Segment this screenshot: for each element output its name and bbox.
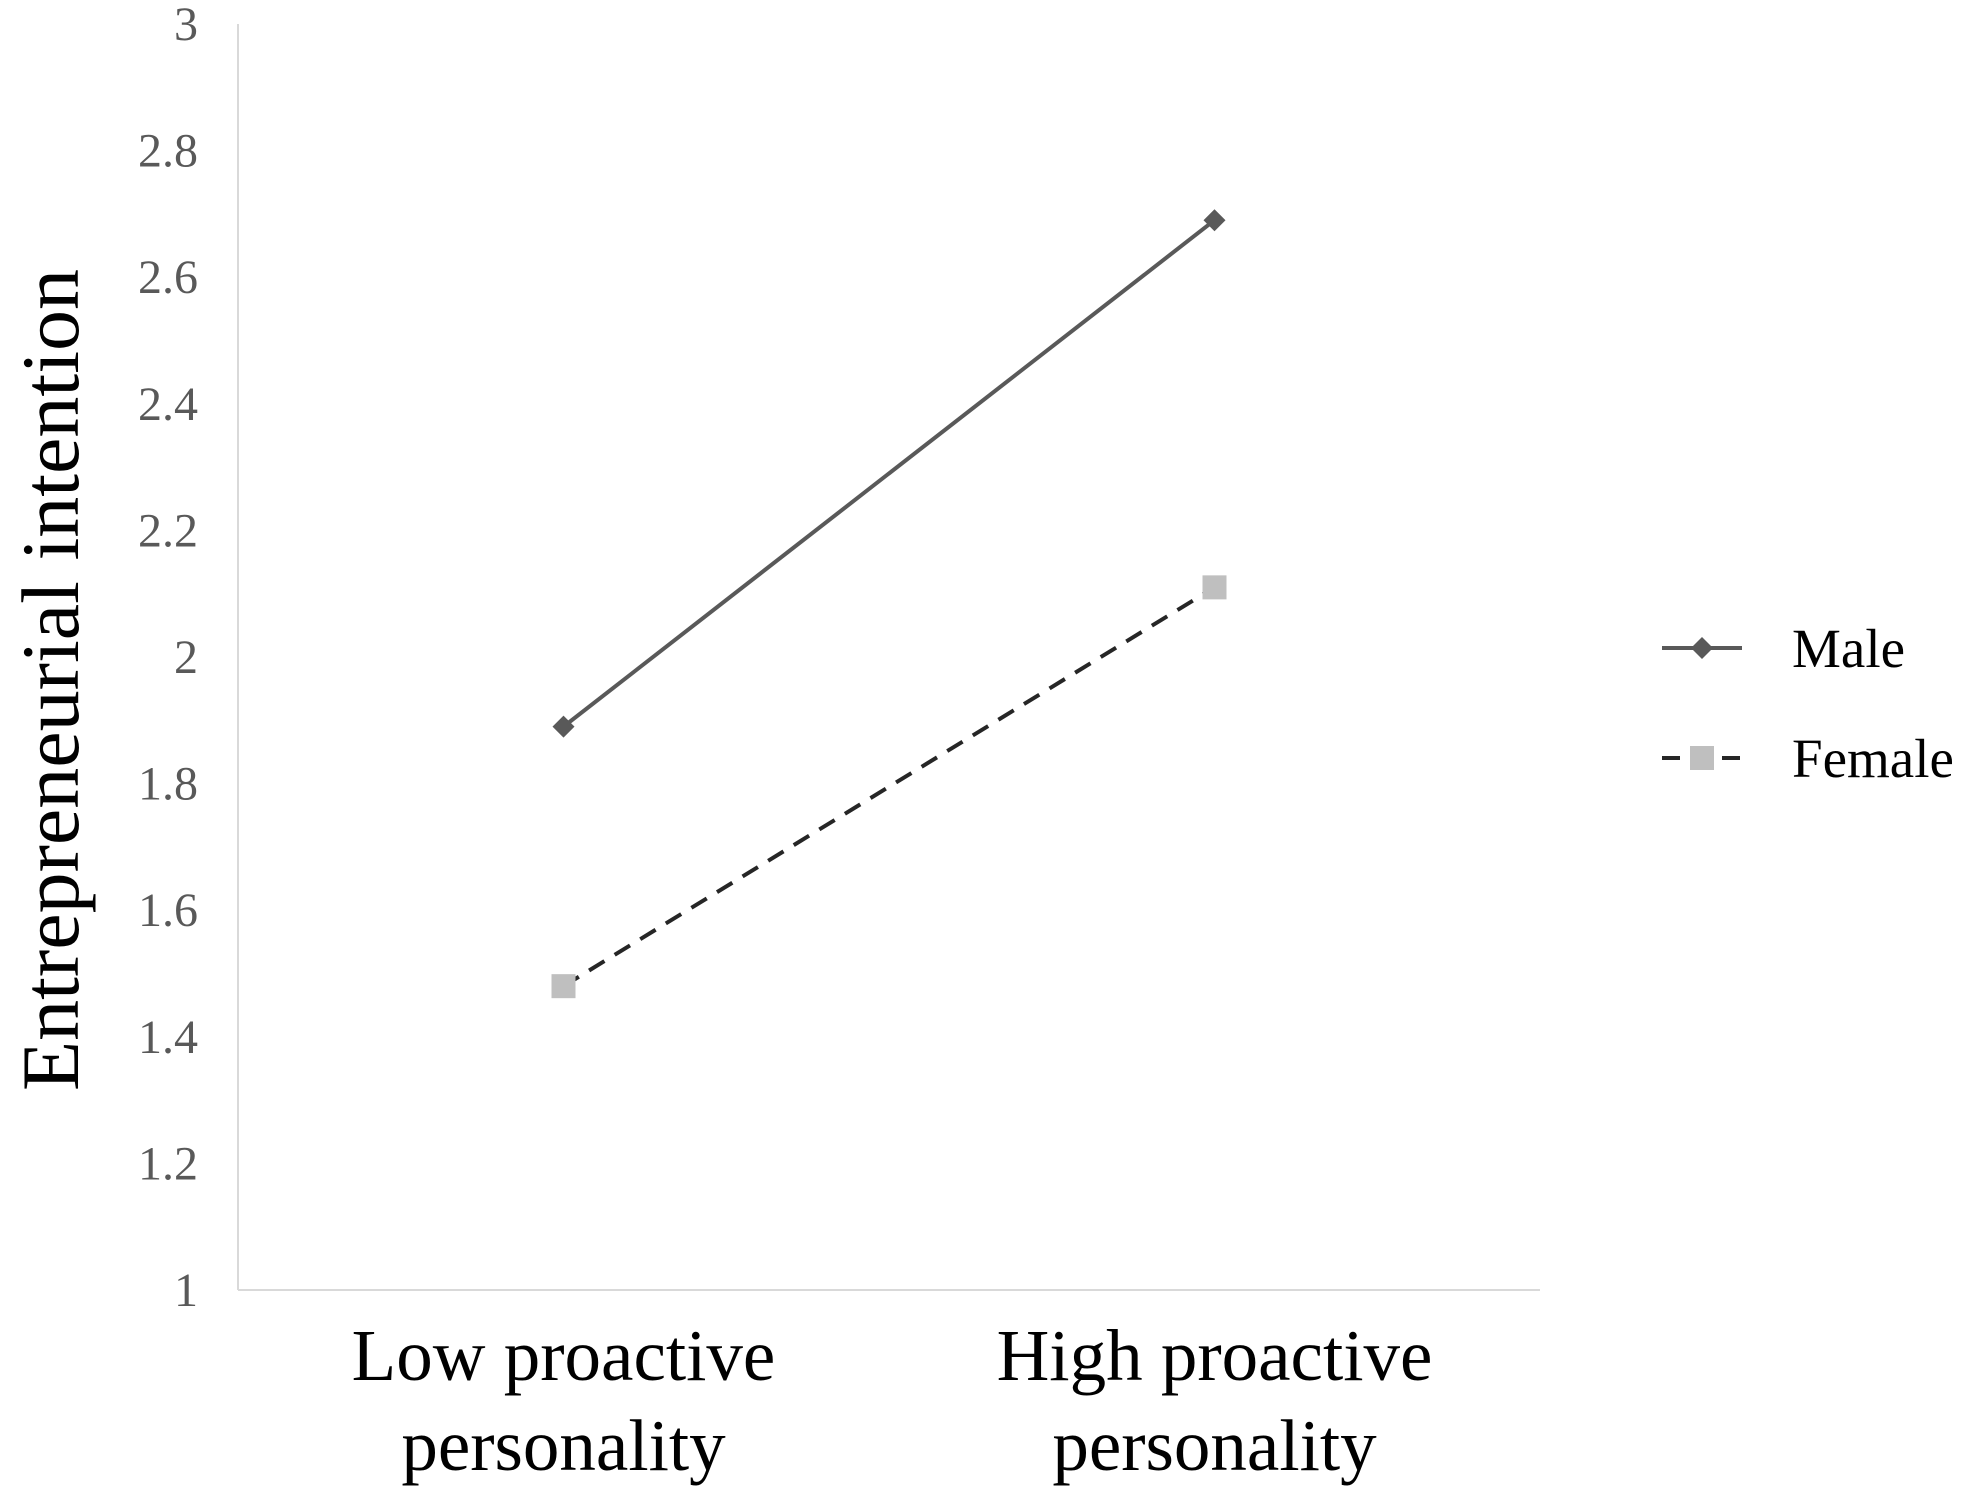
data-point-marker [1690,746,1714,770]
y-tick-label: 1 [174,1264,198,1317]
legend: Male Female [1662,618,1954,789]
y-tick-label: 2.4 [138,378,198,431]
x-tick-label: personality [1052,1405,1377,1486]
x-tick-label: Low proactive [352,1315,776,1396]
series-male [552,209,1226,738]
data-point-marker [1202,575,1227,600]
y-tick-label: 3 [174,0,198,51]
legend-item-female: Female [1662,728,1954,789]
series-line [562,218,1216,729]
legend-label: Male [1792,618,1905,679]
series-line [562,585,1216,988]
y-tick-label: 1.6 [138,884,198,937]
y-tick-label: 2.8 [138,125,198,178]
legend-item-male: Male [1662,618,1905,679]
axes: 1 1.2 1.4 1.6 1.8 2 2.2 2.4 2.6 2.8 3 Low proactive… [5,0,1540,1486]
y-tick-label: 2.6 [138,251,198,304]
y-tick-label: 1.4 [138,1011,198,1064]
data-point-marker [1203,209,1226,232]
x-tick-label: High proactive [997,1315,1433,1396]
series-female [551,575,1227,999]
data-point-marker [552,715,575,738]
series-layer [551,209,1227,999]
y-tick-label: 1.2 [138,1137,198,1190]
y-tick-label: 2 [174,631,198,684]
data-point-marker [551,974,576,999]
y-tick-label: 2.2 [138,504,198,557]
legend-label: Female [1792,728,1954,789]
data-point-marker [1691,637,1713,659]
y-axis-title: Entrepreneurial intention [5,269,96,1091]
y-tick-label: 1.8 [138,758,198,811]
x-tick-label: personality [401,1405,726,1486]
